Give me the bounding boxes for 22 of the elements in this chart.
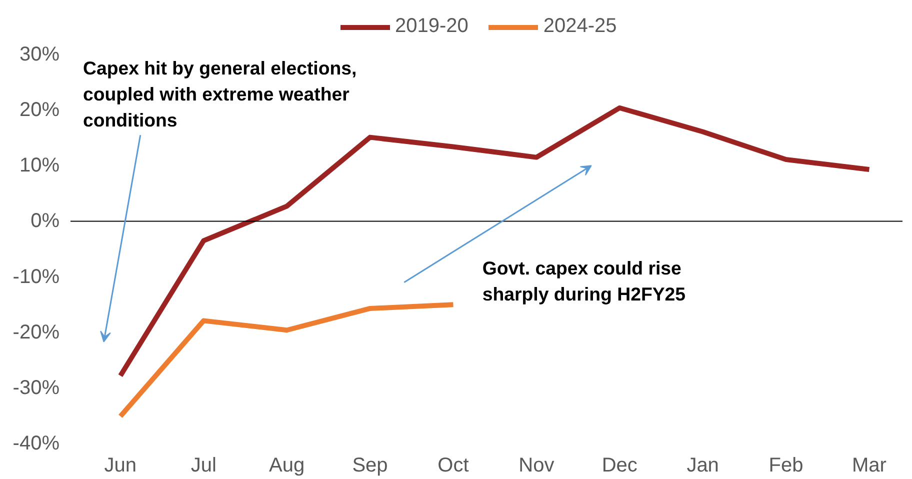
legend-label: 2024-25 <box>543 15 617 38</box>
y-tick-label: 20% <box>19 99 60 122</box>
x-tick-label: Jun <box>104 454 137 476</box>
annotation: Capex hit by general elections, coupled with extreme weather conditions <box>82 57 357 130</box>
x-tick-label: Nov <box>518 454 554 476</box>
y-tick-label: 0% <box>30 210 60 232</box>
y-tick-label: -10% <box>12 266 60 288</box>
annotation: Govt. capex could rise sharply during H2FY25 <box>482 257 686 304</box>
x-tick-label: Sep <box>352 454 388 476</box>
x-tick-label: Aug <box>269 454 305 476</box>
x-tick-label: Jan <box>686 454 719 476</box>
y-tick-label: 30% <box>19 44 60 66</box>
x-tick-label: Mar <box>852 454 887 476</box>
y-tick-label: -20% <box>12 321 60 344</box>
y-tick-label: 10% <box>19 154 60 177</box>
x-tick-label: Oct <box>438 454 470 476</box>
x-tick-label: Feb <box>768 454 804 476</box>
y-tick-label: -40% <box>12 432 60 454</box>
y-tick-label: -30% <box>12 376 60 399</box>
x-tick-label: Jul <box>190 454 216 476</box>
x-tick-label: Dec <box>602 454 638 476</box>
legend-label: 2019-20 <box>395 15 468 38</box>
